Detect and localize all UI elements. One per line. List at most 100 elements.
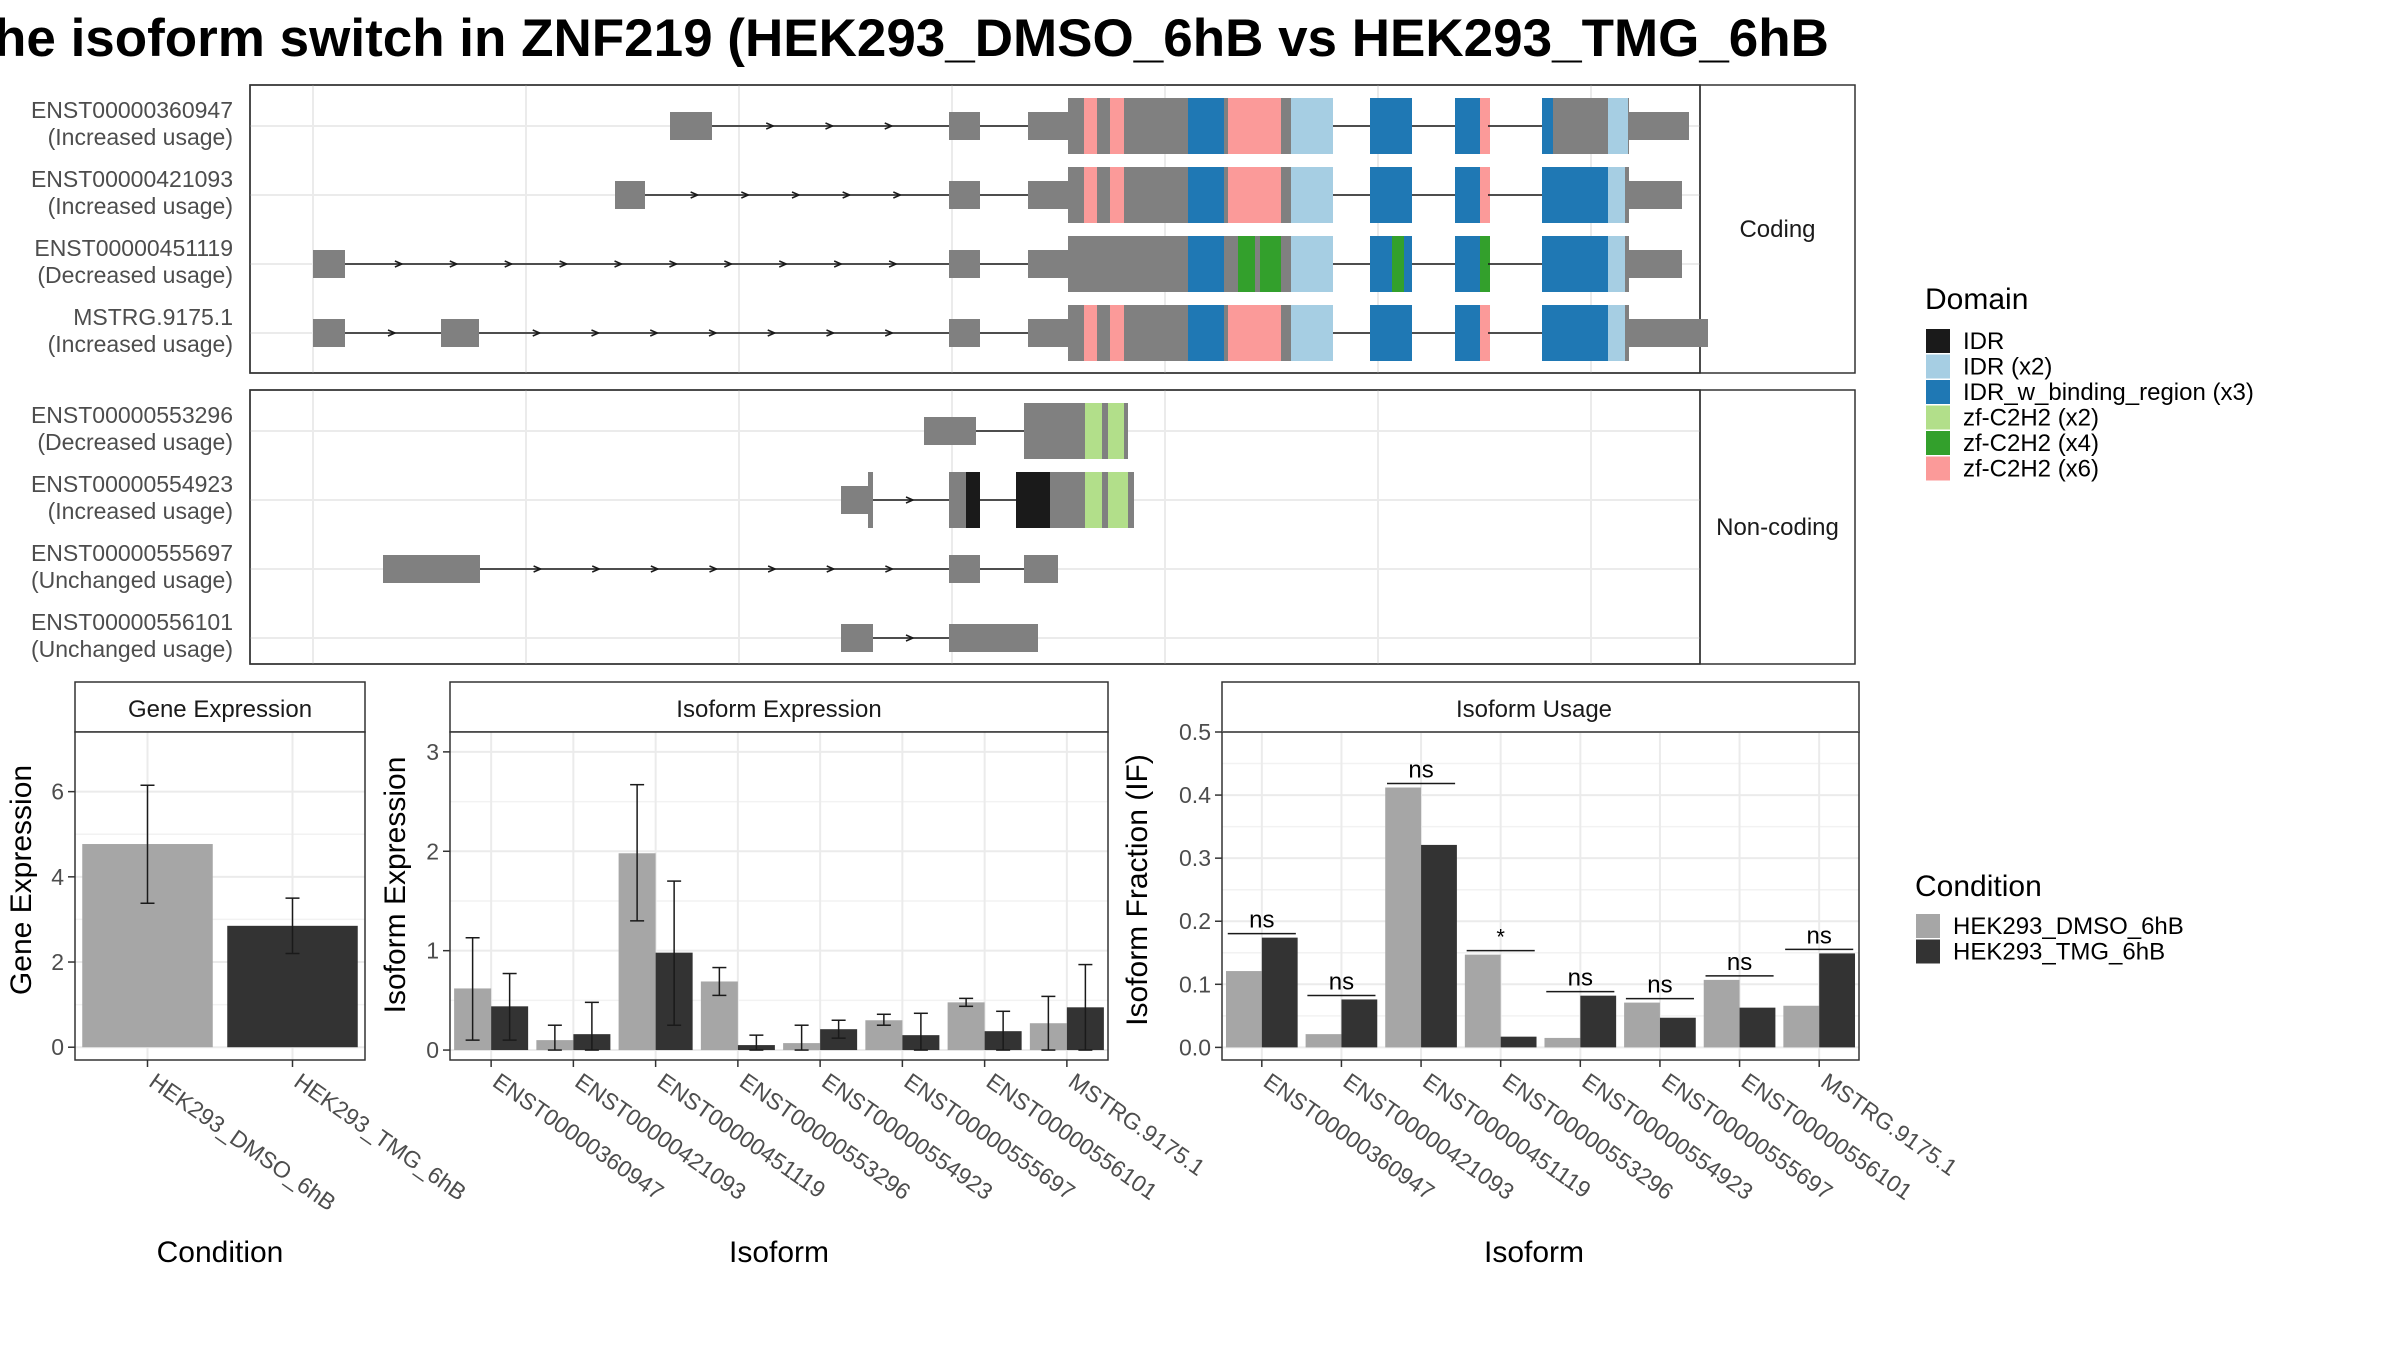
exon-block [1608,236,1628,292]
isoform-label-usage: (Increased usage) [48,124,233,150]
exon-block [841,624,873,652]
exon-block [1084,98,1097,154]
chart-bar [1500,1036,1537,1048]
domain-legend-key [1926,329,1950,353]
exon-block [670,112,712,140]
intron-direction-arrow [825,122,835,130]
chart-bar [1703,979,1740,1048]
isoform-label-usage: (Decreased usage) [37,262,233,288]
y-axis-tick-label: 6 [51,779,64,805]
exon-block [1260,236,1270,292]
intron-direction-arrow [888,260,898,268]
exon-block [1625,167,1629,223]
intron-direction-arrow [690,191,700,199]
chart-bar [1464,954,1501,1048]
y-axis-tick-label: 0.5 [1179,719,1211,745]
exon-block [1028,181,1068,209]
chart-bar [947,1002,985,1051]
intron-direction-arrow [767,565,778,573]
significance-label: ns [1727,949,1752,976]
intron-direction-arrow [724,260,734,268]
exon-block [949,319,980,347]
intron-direction-arrow [709,565,719,573]
exon-block [1028,112,1068,140]
intron-direction-arrow [765,122,776,130]
condition-legend-key [1916,914,1940,938]
exon-block [1110,167,1124,223]
isoform-label-id: ENST00000554923 [31,471,233,497]
structure-panel-border [249,84,1701,374]
condition-legend-label: HEK293_DMSO_6hB [1953,913,2184,940]
exon-block [1085,472,1102,528]
exon-block [1608,167,1628,223]
gene-expression-chart-title: Gene Expression [128,696,312,723]
exon-block [1625,305,1629,361]
exon-block [1370,236,1412,292]
exon-block [1188,167,1224,223]
significance-label: ns [1647,972,1672,999]
exon-block [1108,403,1124,459]
intron-direction-arrow [387,329,397,337]
chart-plot-border [1221,731,1860,1061]
isoform-usage-chart-title: Isoform Usage [1456,696,1612,723]
isoform-label-usage: (Increased usage) [48,193,233,219]
exon-block [1370,98,1412,154]
exon-block [1281,98,1291,154]
isoform-label-id: ENST00000555697 [31,540,233,566]
condition-legend-key [1916,939,1940,964]
intron-direction-arrow [885,565,895,573]
structure-facet-strip [1701,86,1854,372]
gene-expression-x-axis-title: Condition [157,1236,284,1269]
isoform-label-id: ENST00000421093 [31,166,233,192]
isoform-label-usage: (Increased usage) [48,498,233,524]
exon-block [1110,305,1124,361]
isoform-label-usage: (Decreased usage) [37,429,233,455]
intron-direction-arrow [905,496,915,504]
exon-block [1028,319,1068,347]
exon-block [1542,305,1608,361]
exon-block [1295,236,1302,292]
exon-block [1050,472,1085,528]
isoform-expression-y-axis-title: Isoform Expression [379,757,412,1014]
domain-legend-label: IDR_w_binding_region (x3) [1963,379,2254,406]
chart-plot-area [1222,732,1859,1060]
exon-block [924,417,976,445]
domain-legend-key [1926,354,1950,379]
domain-legend-label: zf-C2H2 (x4) [1963,430,2099,457]
exon-block [1291,98,1333,154]
exon-block [313,319,345,347]
domain-legend-key [1926,380,1950,404]
domain-legend-label: zf-C2H2 (x2) [1963,405,2099,432]
chart-plot-area [450,732,1108,1060]
exon-block [1480,167,1490,223]
y-axis-tick-label: 1 [426,938,439,964]
isoform-label-id: ENST00000360947 [31,97,233,123]
intron-direction-arrow [778,260,789,268]
y-axis-tick-label: 4 [51,864,64,890]
isoform-label-id: ENST00000553296 [31,402,233,428]
intron-direction-arrow [559,260,569,268]
significance-label: * [1496,925,1505,950]
exon-block [1629,181,1682,209]
isoform-label-id: MSTRG.9175.1 [73,304,233,330]
intron-direction-arrow [533,565,543,573]
exon-block [1028,250,1160,278]
exon-block [1281,305,1291,361]
exon-block [383,555,480,583]
exon-block [1480,98,1490,154]
domain-legend-label: zf-C2H2 (x6) [1963,456,2099,483]
intron-direction-arrow [826,565,836,573]
y-axis-tick-label: 0 [51,1034,64,1060]
isoform-expression-chart: Isoform Isoform Expression 0123ENST00000… [379,681,1210,1269]
intron-direction-arrow [449,260,459,268]
exon-block [1084,167,1097,223]
intron-direction-arrow [591,329,601,337]
significance-label: ns [1408,757,1433,784]
structure-facet-strip [1701,391,1854,663]
y-axis-tick-label: 2 [426,838,439,864]
chart-bar [1739,1007,1776,1048]
chart-bar [1659,1017,1696,1048]
exon-block [1284,236,1291,292]
chart-strip-box [449,681,1109,733]
